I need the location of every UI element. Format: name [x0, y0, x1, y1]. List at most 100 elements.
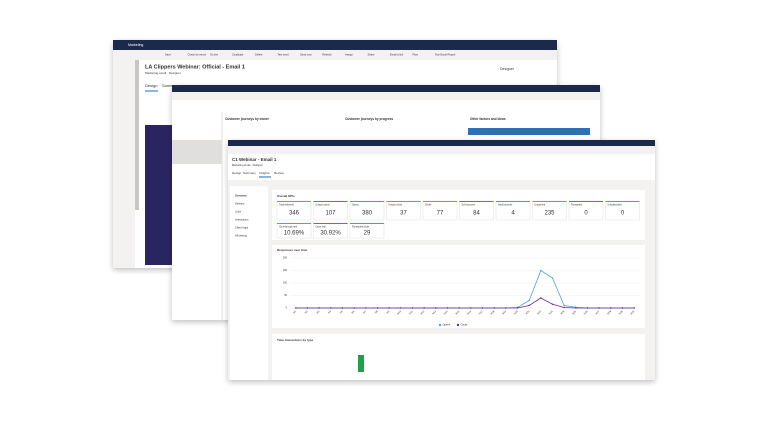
x-tick-label: 3/26	[583, 310, 589, 316]
tab: Summary	[162, 83, 179, 88]
x-tick-label: 3/4	[328, 310, 333, 315]
series-point	[353, 307, 355, 309]
kpi-value: 0	[584, 211, 588, 217]
series-point	[598, 307, 600, 309]
kpi-accent	[459, 201, 494, 202]
series-point	[610, 307, 612, 309]
kpi-value: 107	[325, 211, 336, 217]
series-point	[330, 307, 332, 309]
kpi-label: Opens	[352, 205, 360, 207]
series-point	[423, 307, 425, 309]
series-point	[575, 307, 577, 309]
card-title: Customer journeys by owner	[225, 117, 270, 121]
x-tick-label: 3/2	[304, 310, 309, 315]
nav-panel	[230, 186, 268, 380]
kpi-value: 235	[544, 211, 555, 217]
bottom-bar	[358, 355, 364, 372]
list-highlight	[172, 140, 222, 164]
x-tick-label: 3/5	[339, 310, 344, 315]
tab: Design	[145, 83, 157, 88]
kpi-value: 77	[437, 211, 444, 217]
series-point	[586, 307, 589, 309]
kpi-label: Forwarded	[571, 204, 583, 207]
series-point	[481, 307, 484, 309]
nav-item: Client Apps	[235, 226, 249, 230]
series-point	[540, 269, 542, 272]
toolbar-item: Send now	[300, 53, 312, 57]
status: Designer	[500, 67, 515, 71]
series-point	[306, 307, 309, 309]
toolbar-item: Check for errors	[188, 53, 207, 57]
series-point	[446, 307, 449, 309]
nav-item: Interactions	[235, 218, 249, 222]
title-bar	[113, 40, 557, 50]
x-tick-label: 3/25	[572, 310, 578, 316]
toolbar-item: Assign	[345, 53, 353, 57]
toolbar-item: Delete	[255, 53, 263, 57]
toolbar-item: Flow	[413, 53, 419, 57]
x-tick-label: 3/20	[513, 310, 519, 316]
series-point	[528, 299, 530, 302]
kpi-accent	[386, 201, 421, 202]
x-tick-label: 3/12	[420, 310, 426, 316]
section-title: Overall KPIs	[277, 194, 295, 198]
legend-swatch	[456, 323, 460, 327]
nav-item: AB testing	[235, 234, 247, 238]
y-tick-label: 100	[283, 282, 288, 285]
x-tick-label: 3/6	[351, 310, 356, 315]
kpi-label: Unique clicks	[389, 205, 403, 207]
series-point	[295, 307, 297, 309]
card-title: Customer journeys by progress	[345, 117, 393, 121]
x-tick-label: 3/11	[408, 310, 414, 316]
series-point	[528, 304, 530, 307]
app-name: Marketing	[128, 43, 143, 47]
y-tick-label: 150	[283, 269, 288, 272]
tab: Review	[274, 171, 285, 175]
x-tick-label: 3/9	[386, 310, 391, 315]
x-tick-label: 3/22	[537, 310, 543, 316]
toolbar-item: Test send	[278, 53, 290, 57]
tab: Design	[232, 171, 242, 175]
kpi-accent	[350, 223, 384, 224]
kpi-accent	[532, 201, 567, 202]
kpi-value: 37	[400, 211, 407, 217]
kpi-label: Total delivered	[279, 204, 295, 207]
kpi-value: 29	[364, 231, 371, 237]
x-tick-label: 3/1	[293, 310, 298, 315]
series-point	[493, 307, 495, 309]
toolbar	[228, 146, 655, 154]
kpi-label: Forwarded clicks	[352, 226, 370, 229]
x-tick-label: 3/18	[490, 310, 496, 316]
x-tick-label: 3/16	[467, 310, 473, 316]
kpi-value: 4	[511, 211, 515, 217]
record-subtitle: Marketing email · Designer	[145, 71, 181, 75]
email-preview	[145, 125, 172, 265]
toolbar-item: Refresh	[323, 53, 333, 57]
card-title: Other factors and ideas	[470, 117, 506, 121]
x-tick-label: 3/8	[374, 310, 379, 315]
series-point	[365, 307, 367, 309]
series-point	[376, 307, 379, 309]
kpi-label: Unique opens	[316, 205, 331, 207]
series-point	[388, 307, 390, 309]
kpi-value: 0	[621, 211, 625, 217]
kpi-accent	[350, 201, 384, 202]
series-point	[563, 306, 565, 309]
series-point	[505, 307, 507, 309]
x-tick-label: 3/14	[443, 310, 449, 316]
record-subtitle: Marketing email · Designer	[232, 163, 263, 167]
kpi-accent	[569, 201, 603, 202]
kpi-value: 380	[362, 211, 373, 217]
series-point	[551, 303, 554, 305]
record-title: C1 Webinar - Email 1	[232, 157, 277, 162]
kpi-label: Unopened	[535, 205, 546, 207]
y-tick-label: 200	[283, 257, 288, 260]
tab: Summary	[243, 171, 256, 175]
series-point	[341, 307, 344, 309]
bottom-card	[272, 334, 645, 380]
series-point	[621, 307, 624, 309]
kpi-accent	[277, 201, 311, 202]
nav-item: Overview	[235, 194, 248, 198]
x-tick-label: 3/10	[397, 310, 403, 316]
